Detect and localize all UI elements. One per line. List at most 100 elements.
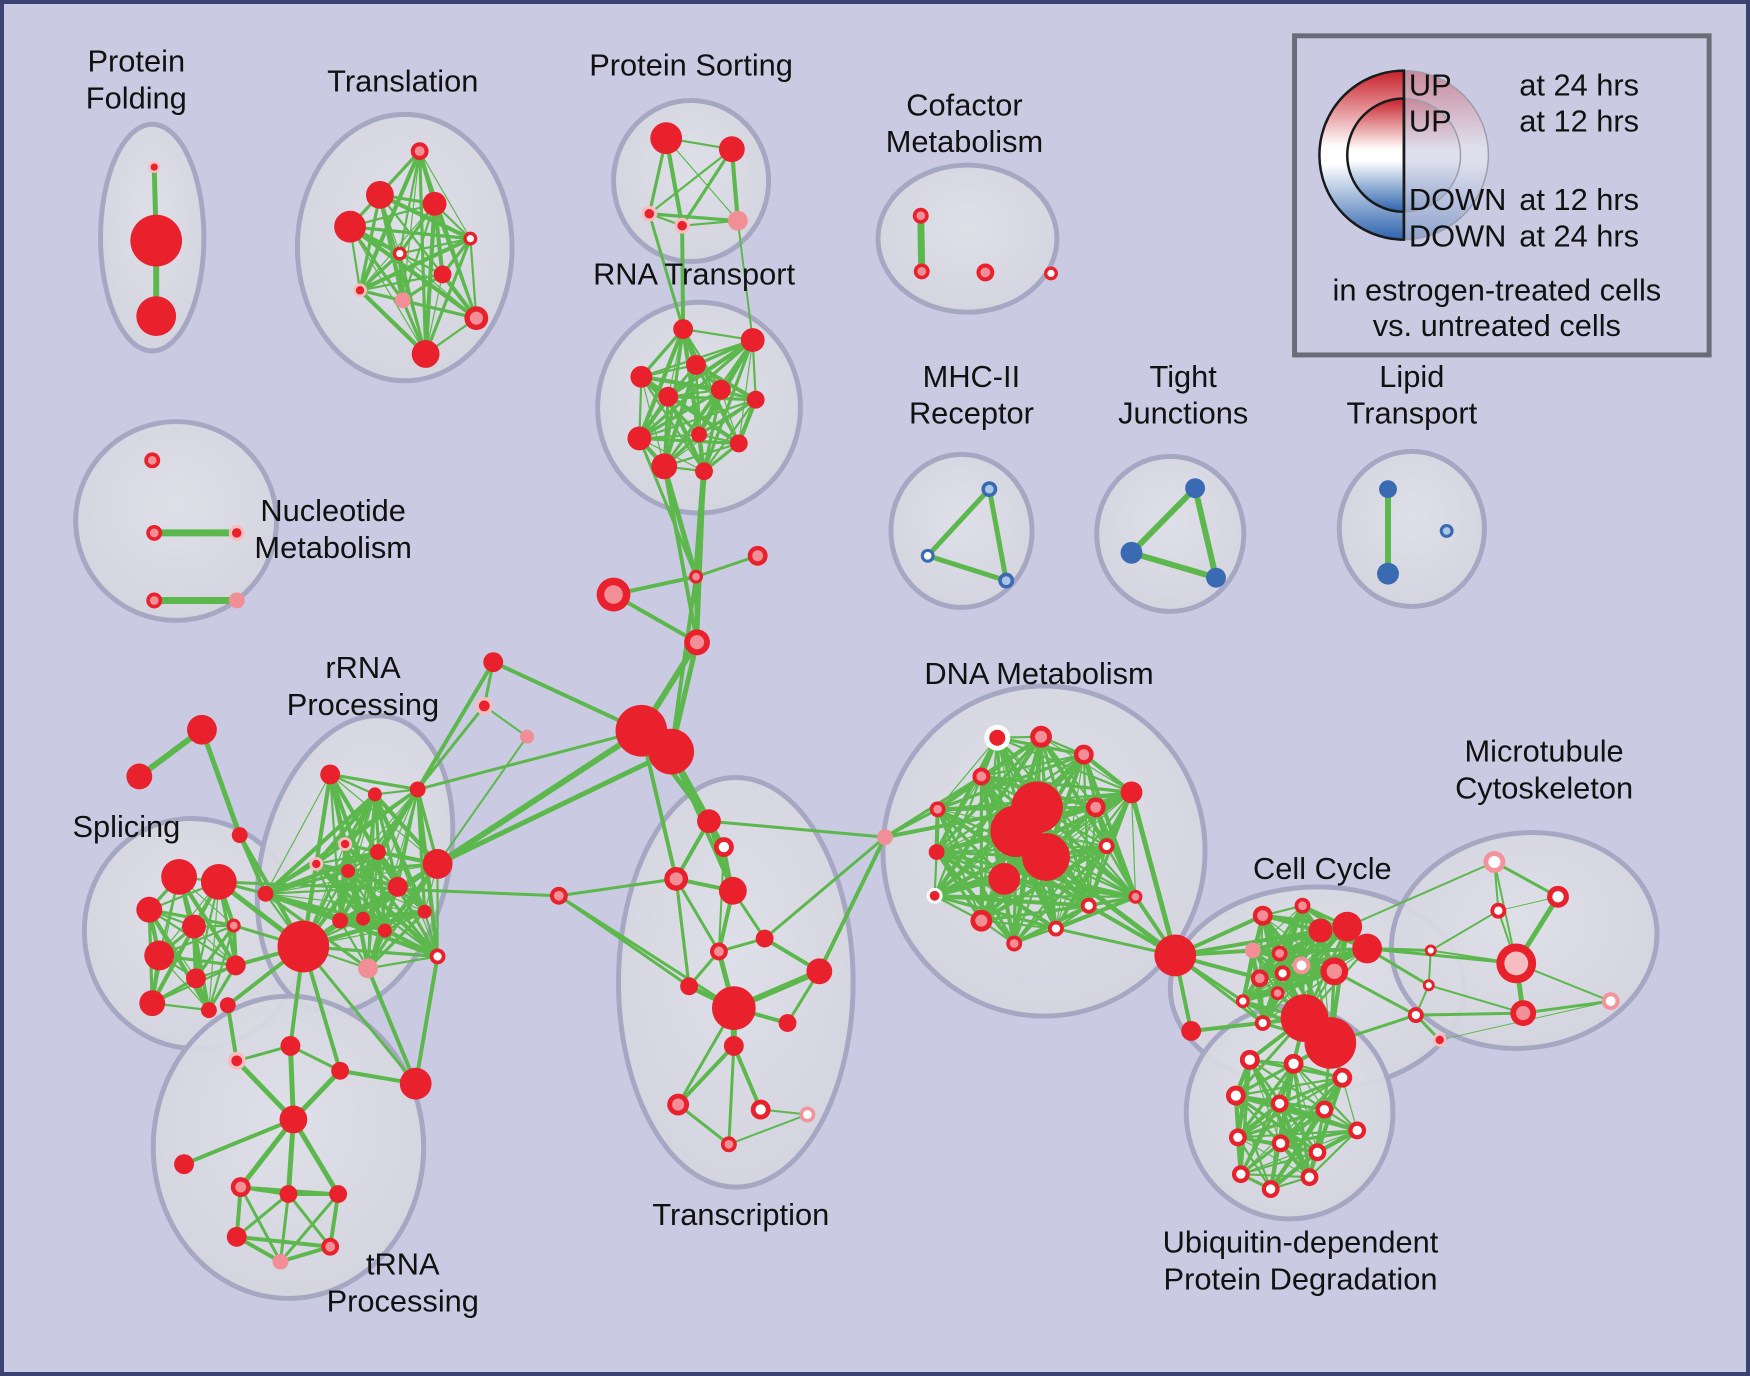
node-rt-6 [746, 390, 765, 409]
node-free-8 [520, 729, 534, 744]
edge-rt [702, 398, 757, 473]
edge-dm [934, 845, 1108, 897]
node-mc-4-core [1504, 951, 1529, 976]
legend-row-2-direction: DOWN [1409, 182, 1507, 217]
edge-ub [1308, 1129, 1359, 1179]
edge-tc [727, 1113, 809, 1146]
edge-tc [731, 1043, 763, 1112]
node-mhc-0-core [984, 484, 994, 494]
link-edge [416, 704, 486, 791]
edge-tr [398, 237, 472, 255]
edge-rt [666, 337, 755, 399]
legend-caption-line1: vs. untreated cells [1373, 308, 1621, 343]
node-cc-4 [1352, 933, 1383, 964]
node-rt-11 [695, 462, 713, 481]
edge-ub [1279, 1128, 1359, 1145]
edge-rr [374, 793, 439, 958]
node-rr-12 [417, 904, 432, 919]
node-cc-6-core [1275, 949, 1285, 958]
legend-glyph-faded [1403, 69, 1490, 241]
node-sp-1 [200, 863, 237, 900]
node-dm-0-core [989, 729, 1006, 746]
edge-cc [1252, 905, 1304, 952]
node-free-5-core [752, 550, 764, 562]
node-sp-3 [182, 914, 206, 939]
cluster-label-tr-line0: Translation [327, 63, 478, 98]
node-dm-3-core [976, 771, 987, 782]
node-rr-4-core [312, 859, 321, 869]
edge-rr [396, 885, 440, 959]
cluster-label-pf-line0: Protein [88, 44, 186, 79]
link-edge [557, 894, 736, 1010]
node-cf-0-core [916, 211, 926, 221]
node-rr-9 [332, 912, 349, 929]
legend-row-3-time: at 24 hrs [1519, 219, 1639, 254]
cluster-lt [1336, 448, 1487, 609]
node-sp-8 [139, 990, 166, 1017]
legend: UP at 24 hrs UP at 12 hrs DOWN at 12 hrs DOWN a… [1292, 33, 1712, 358]
edge-dm [980, 753, 1085, 778]
legend-inner-right [1403, 97, 1462, 213]
cluster-label-lt-line0: Lipid [1379, 359, 1444, 394]
node-free-16 [399, 1067, 432, 1100]
link-edge [680, 223, 686, 332]
edge-dm [1013, 895, 1137, 945]
cluster-label-tn-line0: tRNA [366, 1247, 440, 1282]
link-edge [365, 966, 418, 1086]
edge-tr [469, 237, 478, 320]
nodes [126, 122, 1620, 1270]
edge-tr [358, 251, 402, 292]
edge-tn [286, 1192, 332, 1249]
edge-rr [263, 849, 380, 896]
edge-rr [263, 792, 378, 896]
link-edge [436, 735, 529, 865]
node-sp-7 [225, 955, 246, 976]
node-ub-12-core [1266, 1184, 1276, 1194]
node-sp-4-core [229, 921, 238, 930]
node-sp-2 [136, 896, 163, 923]
cluster-label-cf-line0: Cofactor [906, 87, 1022, 122]
edge-tj [1128, 485, 1199, 556]
node-rr-13-core [433, 952, 442, 961]
node-cf-3-core [1047, 269, 1055, 278]
cluster-label-rr-line1: Processing [287, 687, 439, 722]
cluster-nm [73, 419, 279, 623]
edge-rr [263, 869, 350, 896]
node-tr-3 [422, 191, 447, 216]
node-rr-7 [387, 876, 408, 897]
edge-cf [917, 212, 926, 275]
node-mc-1-core [1552, 891, 1564, 903]
edge-rr [366, 955, 439, 970]
node-ps-0 [650, 122, 683, 155]
node-rr-5 [369, 844, 386, 860]
node-rr-1 [367, 787, 382, 802]
edge-mhc [986, 486, 1009, 584]
edge-ps [680, 147, 734, 228]
node-tn-1 [280, 1035, 301, 1056]
node-cc-8-core [1326, 963, 1342, 979]
node-rr-15 [277, 920, 330, 973]
node-cc-0-core [1257, 910, 1269, 922]
node-free-7-core [478, 700, 490, 712]
node-dm-18-core [1009, 939, 1019, 948]
edge-tn [290, 1116, 341, 1197]
node-dm-4-core [933, 804, 943, 814]
edge-dm [1105, 844, 1137, 898]
node-tr-4-core [466, 235, 474, 243]
node-rr-16 [257, 885, 274, 902]
edge-dm [1093, 805, 1138, 899]
edge-tn [182, 1117, 296, 1167]
cluster-label-cc-line0: Cell Cycle [1253, 851, 1392, 886]
edge-mhc [925, 553, 1009, 584]
node-cc-14 [1304, 1017, 1357, 1069]
edge-tr [419, 150, 471, 240]
edge-ub [1239, 1101, 1282, 1176]
edge-tr [398, 150, 421, 255]
node-lt-2 [1377, 562, 1399, 585]
cluster-label-rt-line0: RNA Transport [593, 256, 795, 291]
node-tn-8 [226, 1226, 247, 1247]
cluster-label-tc-line0: Transcription [652, 1197, 829, 1232]
cluster-label-mc-line1: Cytoskeleton [1455, 770, 1633, 805]
cluster-cf [875, 162, 1060, 315]
edge-rt [663, 388, 722, 468]
